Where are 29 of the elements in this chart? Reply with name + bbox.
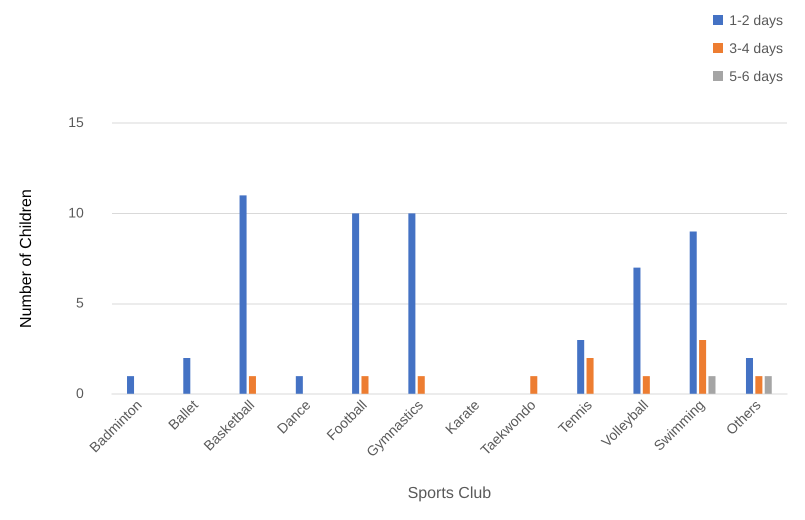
legend-label: 1-2 days bbox=[729, 12, 783, 28]
bar bbox=[764, 376, 772, 394]
bar bbox=[352, 213, 360, 394]
bar bbox=[642, 376, 650, 394]
bar bbox=[240, 195, 247, 394]
x-axis-title: Sports Club bbox=[408, 484, 492, 502]
bar bbox=[361, 376, 368, 394]
legend-label: 3-4 days bbox=[729, 40, 783, 56]
bar bbox=[690, 231, 697, 394]
bar bbox=[577, 340, 584, 394]
bar bbox=[296, 376, 303, 394]
bar bbox=[408, 213, 416, 394]
bar bbox=[127, 376, 134, 394]
bar bbox=[699, 340, 706, 394]
bar bbox=[530, 376, 538, 394]
y-tick-label: 10 bbox=[68, 204, 84, 220]
bar bbox=[183, 358, 190, 394]
legend-label: 5-6 days bbox=[729, 68, 783, 84]
bar bbox=[755, 376, 762, 394]
bar bbox=[633, 268, 640, 394]
y-tick-label: 5 bbox=[76, 294, 84, 311]
bar bbox=[708, 376, 716, 394]
y-tick-label: 15 bbox=[68, 114, 84, 130]
bar bbox=[746, 358, 754, 394]
y-axis-title: Number of Children bbox=[18, 189, 36, 328]
bar bbox=[418, 376, 425, 394]
y-tick-label: 0 bbox=[76, 385, 84, 402]
bar bbox=[248, 376, 256, 394]
bar bbox=[586, 358, 594, 394]
